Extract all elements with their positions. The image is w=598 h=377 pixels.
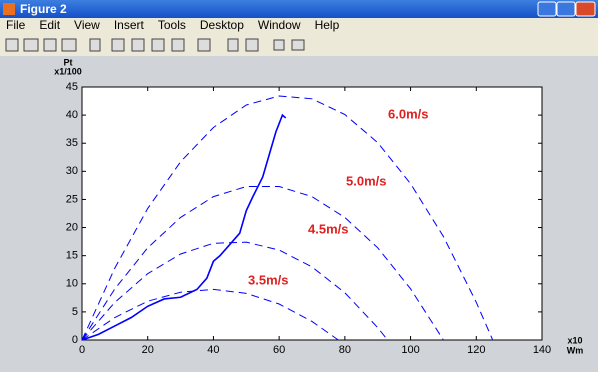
rotate-icon[interactable] (172, 39, 184, 51)
arrow-icon[interactable] (90, 39, 100, 51)
window-title: Figure 2 (20, 2, 67, 16)
y-tick-label: 40 (66, 109, 78, 121)
menu-item[interactable]: Help (315, 18, 340, 32)
datacursor-icon[interactable] (198, 39, 210, 51)
y-tick-label: 45 (66, 81, 78, 93)
y-tick-label: 0 (72, 334, 78, 346)
legend-icon[interactable] (246, 39, 258, 51)
annotation: 5.0m/s (346, 173, 386, 188)
y-axis-label: x1/100 (54, 66, 82, 76)
menu-item[interactable]: Tools (158, 18, 186, 32)
x-tick-label: 60 (273, 344, 285, 356)
menu-item[interactable]: Desktop (200, 18, 244, 32)
x-tick-label: 20 (142, 344, 154, 356)
y-tick-label: 15 (66, 250, 78, 262)
menu-item[interactable]: Window (258, 18, 301, 32)
print-icon[interactable] (62, 39, 76, 51)
y-tick-label: 25 (66, 193, 78, 205)
y-tick-label: 30 (66, 165, 78, 177)
annotation: 6.0m/s (388, 106, 428, 121)
open-icon[interactable] (24, 39, 38, 51)
x-tick-label: 120 (467, 344, 485, 356)
colorbar-icon[interactable] (228, 39, 238, 51)
y-tick-label: 35 (66, 137, 78, 149)
menu-item[interactable]: Insert (114, 18, 145, 32)
title-bar (0, 0, 598, 18)
x-tick-label: 100 (401, 344, 419, 356)
close-button[interactable] (576, 2, 595, 16)
x-axis-label: Wm (567, 345, 584, 355)
y-tick-label: 10 (66, 278, 78, 290)
y-tick-label: 5 (72, 306, 78, 318)
zoom-in-icon[interactable] (112, 39, 124, 51)
menu-item[interactable]: File (6, 18, 26, 32)
app-icon (3, 3, 15, 15)
new-icon[interactable] (6, 39, 18, 51)
menu-item[interactable]: View (74, 18, 100, 32)
pan-icon[interactable] (152, 39, 164, 51)
menu-item[interactable]: Edit (39, 18, 60, 32)
zoom-out-icon[interactable] (132, 39, 144, 51)
save-icon[interactable] (44, 39, 56, 51)
y-tick-label: 20 (66, 221, 78, 233)
figure-window: Figure 2 File Edit View Insert Tools Desktop W… (0, 0, 598, 372)
x-tick-label: 40 (207, 344, 219, 356)
minimize-button[interactable] (538, 2, 556, 16)
maximize-button[interactable] (557, 2, 575, 16)
x-tick-label: 0 (79, 344, 85, 356)
show-icon[interactable] (292, 40, 304, 50)
x-tick-label: 140 (533, 344, 551, 356)
annotation: 3.5m/s (248, 272, 288, 287)
axes (82, 87, 542, 340)
annotation: 4.5m/s (308, 221, 348, 236)
hide-icon[interactable] (274, 40, 284, 50)
x-axis-label: x10 (567, 335, 582, 345)
x-tick-label: 80 (339, 344, 351, 356)
